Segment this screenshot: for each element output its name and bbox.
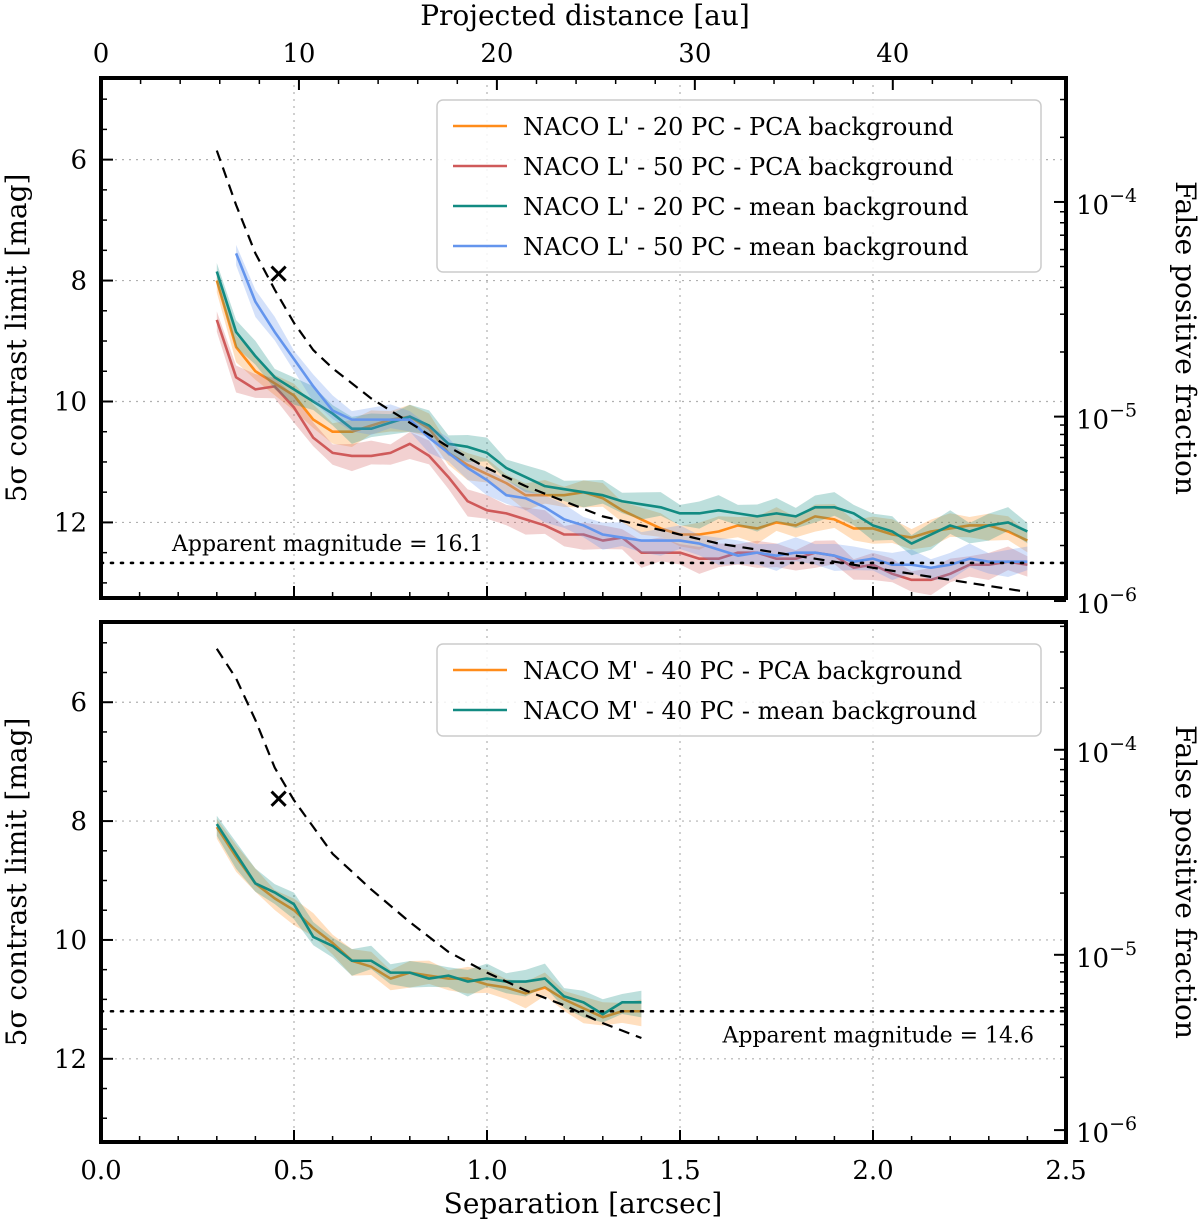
axes-frame — [99, 620, 1068, 1144]
legend-label: NACO L' - 50 PC - mean background — [523, 233, 969, 261]
gridlines — [101, 622, 1066, 1142]
x-tick-label: 2.5 — [1045, 1156, 1086, 1186]
y-tick-label: 10 — [54, 926, 87, 956]
y2-tick-label: 10−6 — [1076, 1113, 1137, 1149]
fpf-dashed-curve — [215, 648, 642, 1040]
y-axis-label: 5σ contrast limit [mag] — [0, 174, 33, 503]
top-panel: Apparent magnitude = 16.1 × 6 8 10 12 10−4 10−5… — [0, 0, 1200, 620]
y-tick-label: 12 — [54, 1045, 87, 1075]
legend-label: NACO L' - 20 PC - mean background — [523, 193, 969, 221]
y2-axis-label: False positive fraction — [1169, 181, 1200, 495]
legend-label: NACO L' - 20 PC - PCA background — [523, 113, 954, 141]
y2-tick-label: 10−4 — [1076, 185, 1137, 221]
y2-tick-label: 10−6 — [1076, 584, 1137, 620]
y2-tick-label: 10−5 — [1076, 400, 1137, 436]
legend-label: NACO M' - 40 PC - PCA background — [523, 657, 962, 685]
series-line — [215, 280, 1028, 542]
bottom-panel: Apparent magnitude = 14.6 × 6 8 10 12 10−4 10−5… — [0, 620, 1200, 1220]
gridlines — [101, 78, 1066, 598]
y2-axis-label: False positive fraction — [1169, 725, 1200, 1039]
planet-marker: × — [267, 782, 290, 815]
y-tick-label: 8 — [70, 267, 87, 297]
x-tick-label: 1.5 — [659, 1156, 700, 1186]
confidence-band — [216, 815, 642, 1023]
y2-tick-label: 10−4 — [1076, 733, 1137, 769]
x-tick-label: 2.0 — [852, 1156, 893, 1186]
y-axis-label: 5σ contrast limit [mag] — [0, 718, 33, 1047]
fpf-dashed-curve — [215, 150, 1028, 594]
legend-box — [436, 643, 1042, 737]
legend-label: NACO L' - 50 PC - PCA background — [523, 153, 954, 181]
x-tick-label: 0.0 — [80, 1156, 121, 1186]
series-line — [215, 271, 1028, 545]
confidence-band — [216, 818, 642, 1027]
x-axis-label: Separation [arcsec] — [444, 1187, 723, 1220]
axes-frame — [99, 76, 1068, 600]
top-tick-label: 40 — [876, 39, 909, 69]
series-line — [215, 826, 642, 1019]
y-tick-label: 6 — [70, 688, 87, 718]
x-tick-label: 1.0 — [466, 1156, 507, 1186]
y-tick-label: 6 — [70, 146, 87, 176]
x-tick-label: 0.5 — [273, 1156, 314, 1186]
apparent-magnitude-label: Apparent magnitude = 14.6 — [722, 1023, 1035, 1048]
top-tick-label: 0 — [93, 39, 110, 69]
top-tick-label: 30 — [678, 39, 711, 69]
top-tick-label: 10 — [282, 39, 315, 69]
top-axis-label: Projected distance [au] — [420, 0, 750, 32]
y2-tick-label: 10−5 — [1076, 938, 1137, 974]
plot-area — [215, 648, 642, 1040]
confidence-band — [216, 272, 1028, 553]
legend: NACO M' - 40 PC - PCA background NACO M' … — [436, 643, 1042, 737]
series-line — [234, 252, 1028, 570]
legend-label: NACO M' - 40 PC - mean background — [523, 697, 977, 725]
legend-box — [436, 99, 1042, 273]
apparent-magnitude-label: Apparent magnitude = 16.1 — [171, 532, 484, 557]
series-line — [215, 823, 642, 1016]
top-tick-label: 20 — [480, 39, 513, 69]
y-tick-label: 10 — [54, 387, 87, 417]
plot-area — [215, 150, 1028, 596]
y-tick-label: 8 — [70, 807, 87, 837]
y-tick-label: 12 — [54, 508, 87, 538]
planet-marker: × — [267, 256, 290, 289]
legend: NACO L' - 20 PC - PCA background NACO L' … — [436, 99, 1042, 273]
